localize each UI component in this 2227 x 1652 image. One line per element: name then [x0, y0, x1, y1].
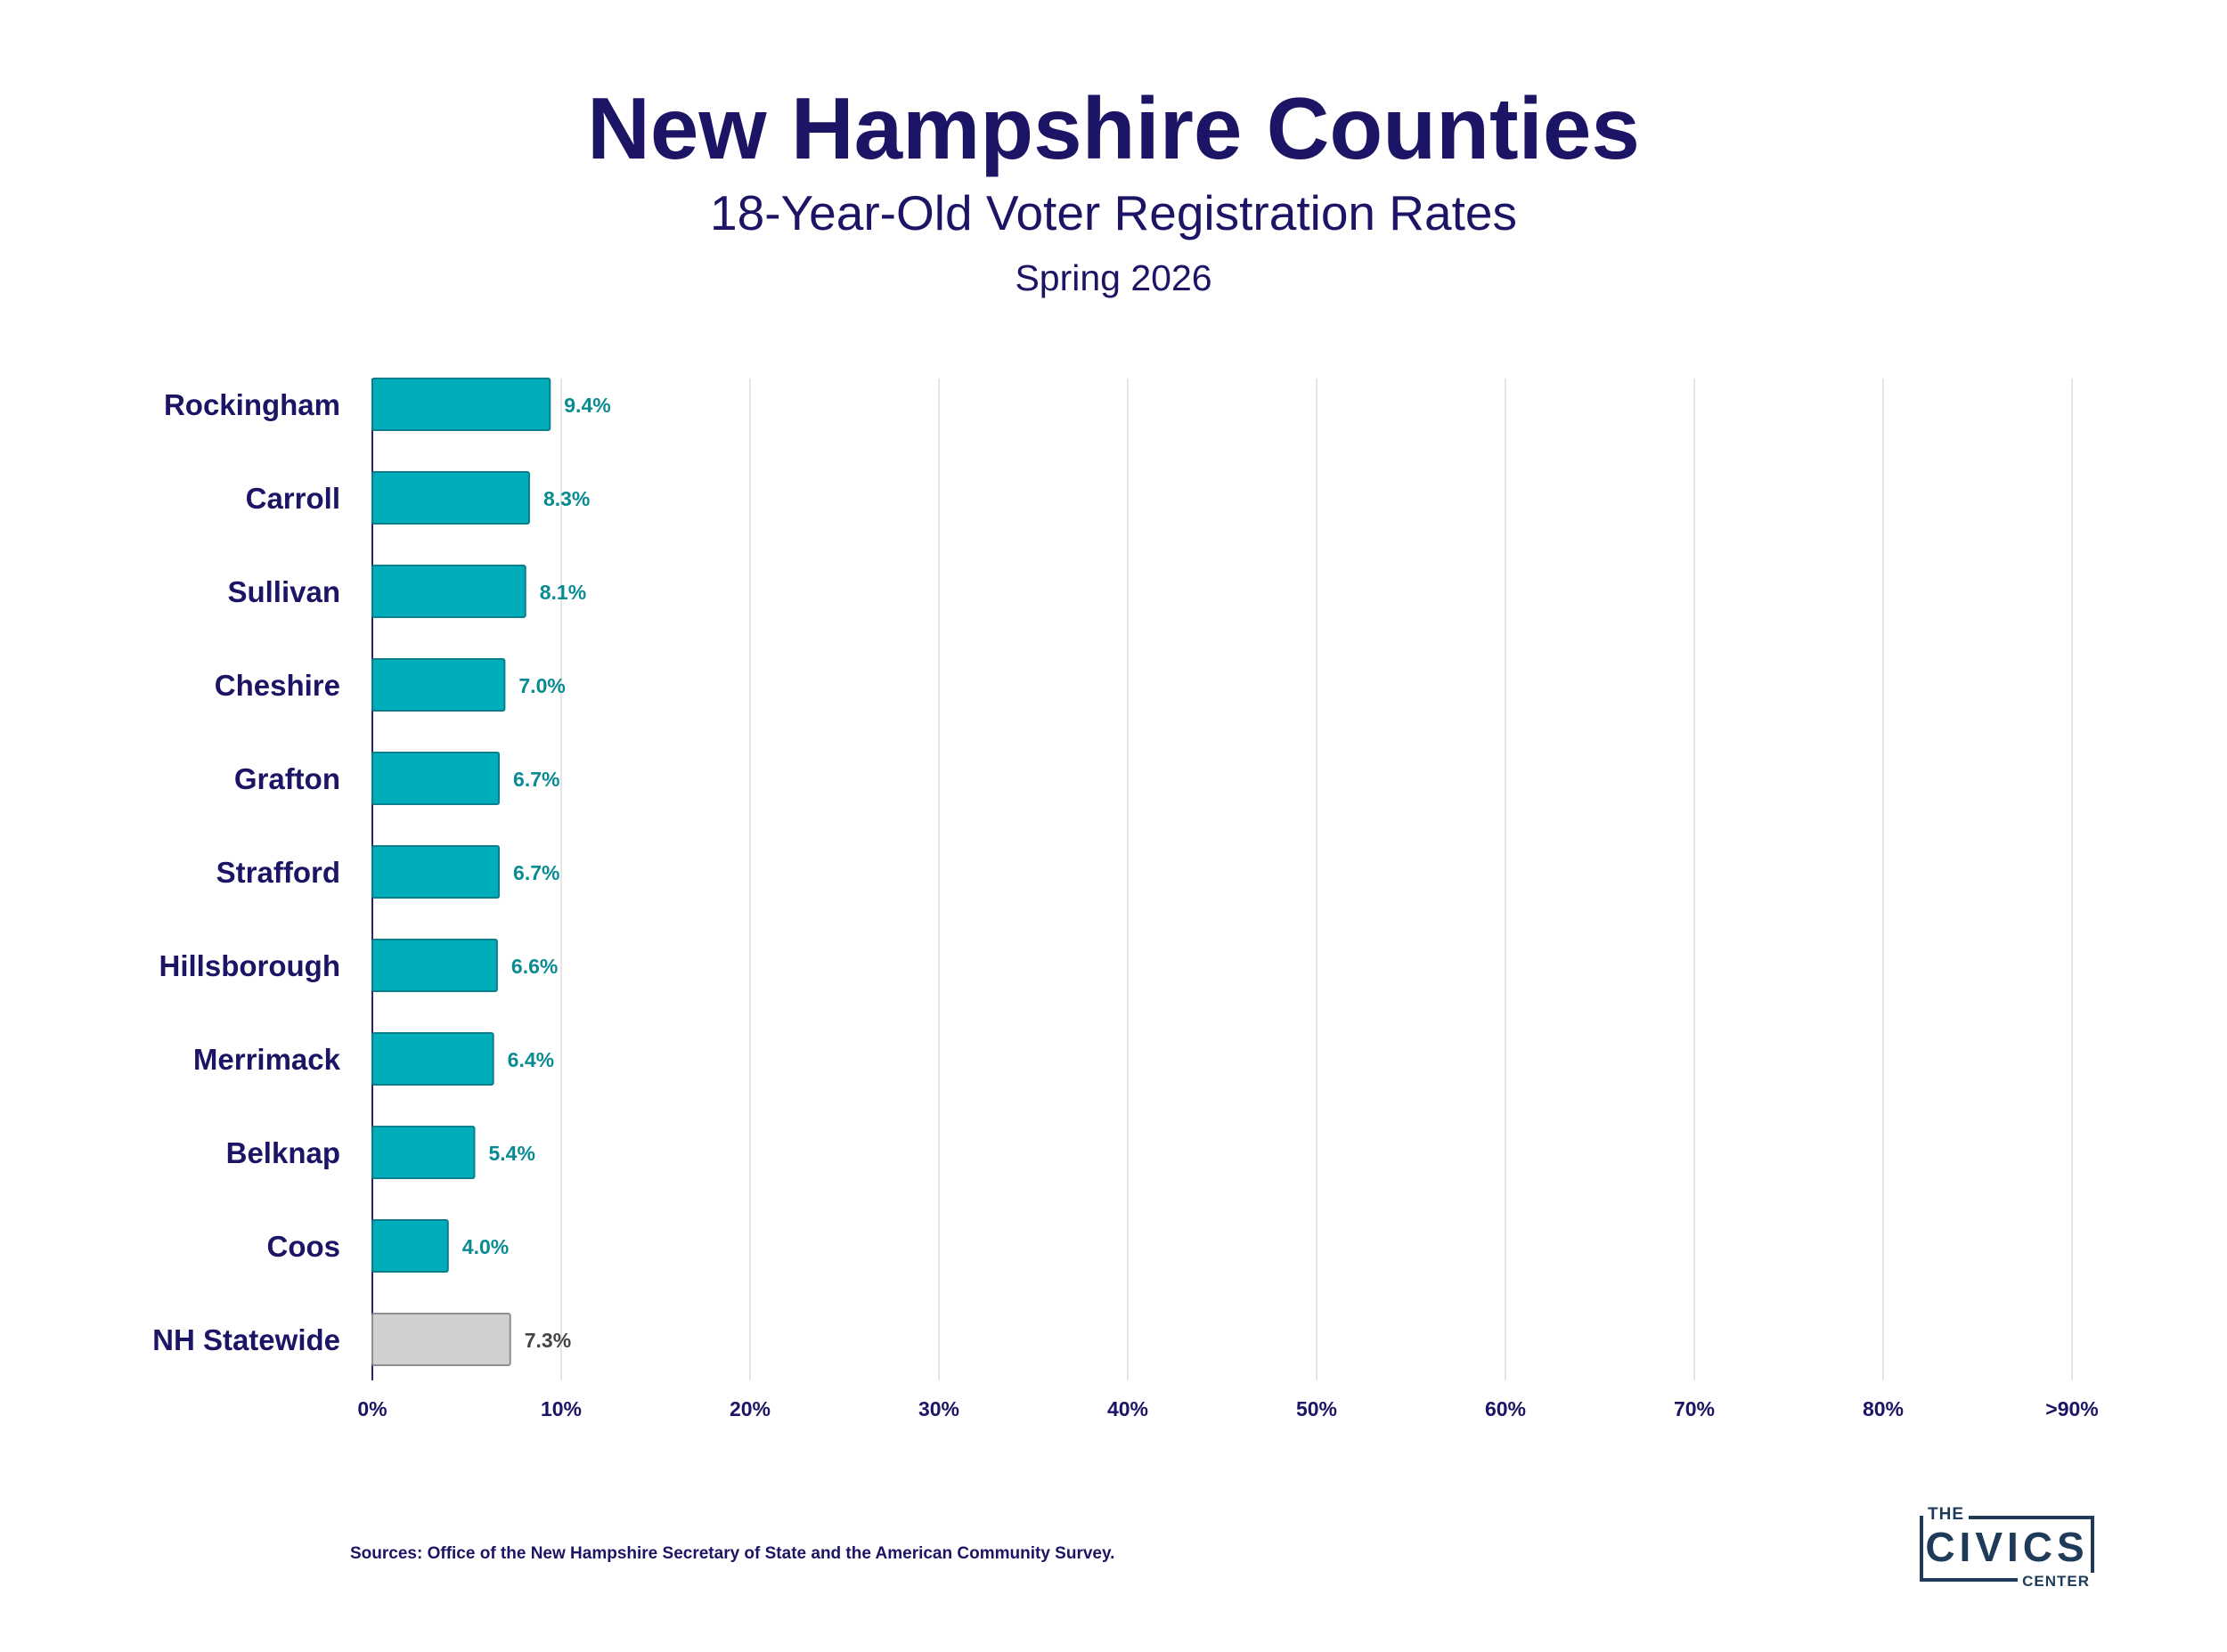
x-tick-label: 30% [918, 1397, 959, 1420]
logo-the-text: THE [1923, 1505, 1969, 1525]
category-label: Grafton [234, 762, 340, 795]
x-tick-label: 20% [730, 1397, 771, 1420]
x-tick-label: 40% [1107, 1397, 1148, 1420]
chart-title: New Hampshire Counties [587, 79, 1640, 177]
category-label: Belknap [226, 1136, 340, 1169]
data-label: 6.4% [508, 1048, 554, 1071]
data-label: 8.1% [540, 581, 586, 604]
x-tick-label: 70% [1674, 1397, 1715, 1420]
logo-center-text: CENTER [2018, 1573, 2094, 1591]
bar [371, 1032, 494, 1086]
grid-lines [371, 378, 2073, 1380]
bar [371, 471, 530, 525]
category-label: Hillsborough [159, 949, 340, 982]
logo-civics-text: CIVICS [1925, 1524, 2089, 1570]
bar-chart: 0% 10% 20% 30% 40% 50% 60% 70% 80% >90% Rockingham… [152, 378, 2099, 1420]
data-label: 8.3% [543, 487, 590, 510]
data-label: 9.4% [564, 394, 610, 417]
data-label: 6.7% [513, 861, 559, 884]
x-tick-label: 50% [1296, 1397, 1337, 1420]
category-label: Carroll [246, 482, 340, 515]
category-label: Rockingham [164, 388, 340, 421]
bar [371, 845, 501, 899]
labels: 0% 10% 20% 30% 40% 50% 60% 70% 80% >90% Rockingham… [152, 388, 2099, 1420]
category-label: Strafford [216, 856, 340, 889]
source-note: Sources: Office of the New Hampshire Sec… [350, 1544, 1115, 1563]
bar [371, 1126, 476, 1179]
bar [371, 939, 498, 992]
bar [371, 378, 551, 431]
x-tick-label: 80% [1863, 1397, 1904, 1420]
data-label: 7.3% [525, 1329, 571, 1352]
category-label: Coos [267, 1230, 341, 1263]
category-label: Merrimack [193, 1043, 341, 1076]
x-tick-label: 10% [541, 1397, 582, 1420]
data-label: 7.0% [518, 674, 565, 697]
bars [371, 378, 551, 1366]
category-label: NH Statewide [152, 1323, 340, 1356]
chart-subtitle: 18-Year-Old Voter Registration Rates [710, 185, 1517, 240]
bar [371, 1313, 511, 1366]
category-label: Cheshire [215, 669, 340, 702]
bar [371, 1219, 449, 1273]
data-label: 6.6% [511, 955, 558, 978]
category-label: Sullivan [227, 575, 340, 608]
data-label: 4.0% [462, 1235, 509, 1258]
logo-frame [1920, 1516, 2094, 1582]
civics-center-logo: THE CIVICS CENTER [1920, 1505, 2098, 1599]
bar [371, 752, 501, 805]
bar [371, 658, 506, 712]
data-label: 5.4% [488, 1142, 534, 1165]
x-tick-label: 0% [357, 1397, 387, 1420]
chart-date: Spring 2026 [1015, 257, 1212, 298]
x-tick-label: >90% [2045, 1397, 2098, 1420]
bar [371, 565, 526, 618]
x-tick-label: 60% [1485, 1397, 1526, 1420]
data-label: 6.7% [513, 768, 559, 791]
